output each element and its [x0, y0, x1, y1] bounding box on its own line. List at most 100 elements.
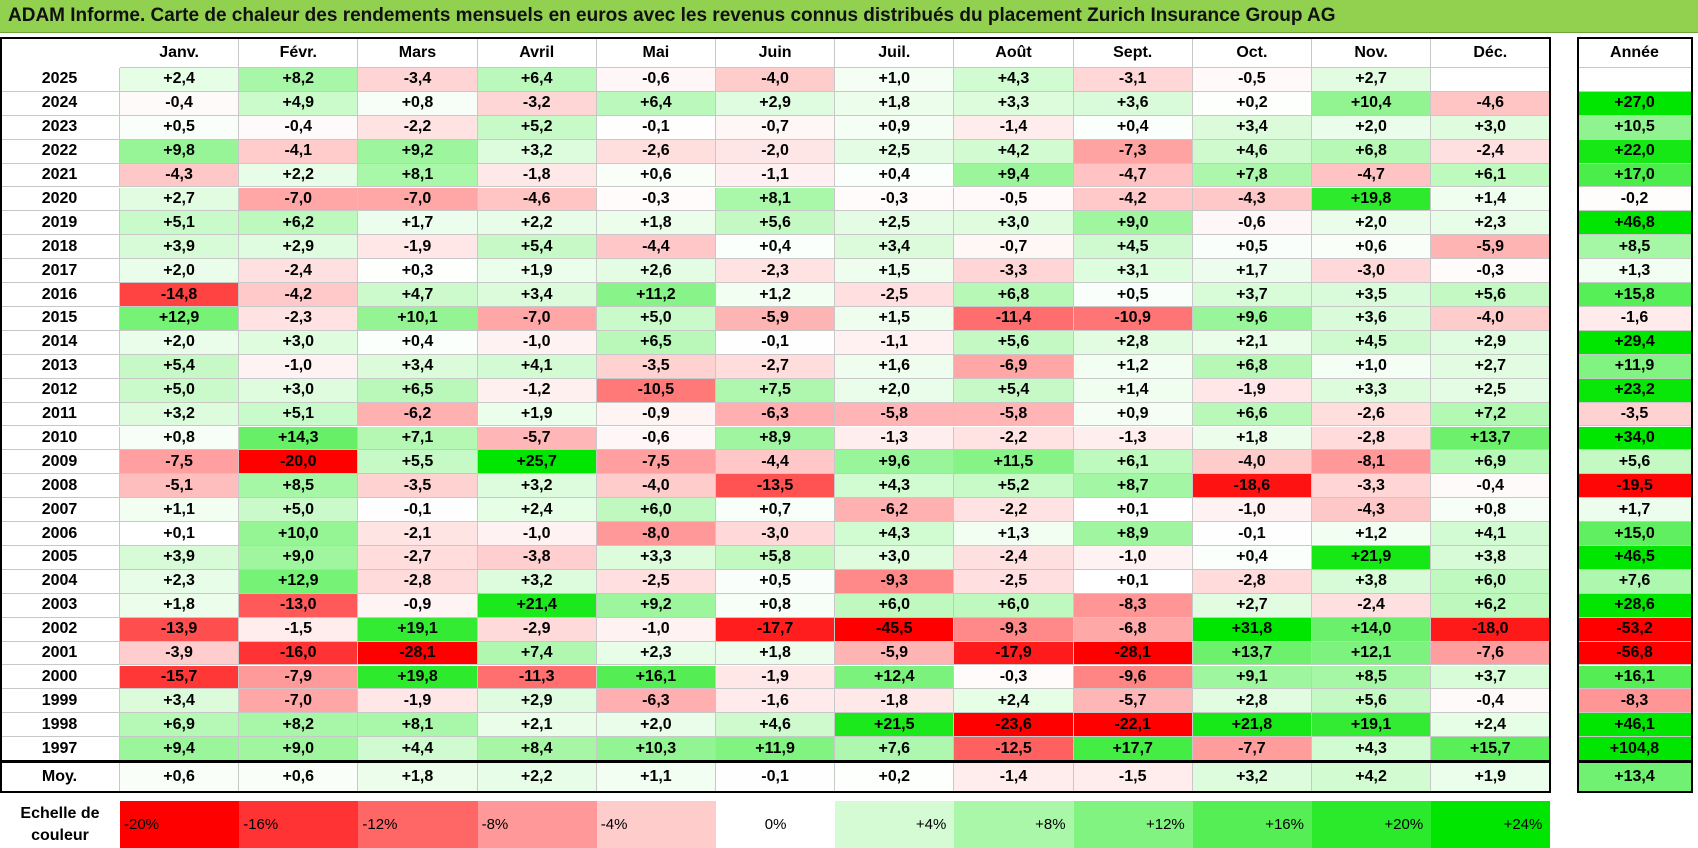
heatmap-cell: +3,5	[1312, 283, 1432, 307]
heatmap-cell: -18,6	[1192, 474, 1312, 499]
annual-cell: +10,5	[1577, 115, 1693, 140]
heatmap-cell: -0,3	[835, 187, 955, 212]
heatmap-cell: -0,3	[596, 187, 716, 212]
heatmap-cell: +9,0	[1073, 211, 1193, 236]
heatmap-cell: -4,7	[1073, 163, 1193, 188]
heatmap-cell: +2,5	[835, 211, 955, 236]
heatmap-cell: +0,2	[1192, 91, 1312, 116]
annual-cell: -0,2	[1577, 187, 1693, 212]
row-year-label: 2013	[0, 354, 120, 379]
heatmap-cell: -7,5	[120, 450, 240, 475]
heatmap-cell: +19,8	[358, 665, 478, 690]
heatmap-cell: -4,0	[716, 68, 836, 92]
heatmap-cell: +1,8	[835, 91, 955, 116]
annual-cell: +5,6	[1577, 450, 1693, 475]
annual-cell	[1577, 68, 1693, 92]
row-year-label: 2020	[0, 187, 120, 212]
heatmap-cell: -1,3	[1073, 426, 1193, 451]
heatmap-cell: +5,8	[716, 546, 836, 570]
heatmap-cell: +3,1	[1073, 259, 1193, 284]
heatmap-cell: -1,0	[239, 354, 359, 379]
heatmap-cell: -4,0	[1192, 450, 1312, 475]
heatmap-cell: +3,0	[239, 378, 359, 403]
heatmap-cell: +2,4	[477, 498, 597, 523]
heatmap-cell: +3,4	[358, 354, 478, 379]
heatmap-cell: -2,5	[835, 283, 955, 307]
annual-cell: -19,5	[1577, 474, 1693, 499]
chart-title: ADAM Informe. Carte de chaleur des rende…	[8, 5, 1336, 26]
heatmap-cell: +6,0	[596, 498, 716, 523]
heatmap-cell: -11,3	[477, 665, 597, 690]
heatmap-cell: +4,4	[358, 737, 478, 762]
heatmap-cell: +7,6	[835, 737, 955, 762]
heatmap-cell: +3,9	[120, 546, 240, 570]
heatmap-cell: -4,2	[239, 283, 359, 307]
heatmap-cell: +1,8	[716, 641, 836, 666]
heatmap-cell: -6,2	[358, 402, 478, 427]
heatmap-cell: -0,7	[716, 115, 836, 140]
heatmap-cell: +2,9	[239, 235, 359, 260]
heatmap-cell: +0,4	[1192, 546, 1312, 570]
heatmap-cell: -0,9	[358, 593, 478, 618]
heatmap-cell: -2,4	[1431, 139, 1551, 164]
average-cell: +3,2	[1192, 762, 1312, 792]
row-year-label: 2018	[0, 235, 120, 260]
heatmap-cell: -4,6	[477, 187, 597, 212]
heatmap-cell: +9,1	[1192, 665, 1312, 690]
heatmap-cell: +2,0	[1312, 115, 1432, 140]
heatmap-cell: +3,0	[835, 546, 955, 570]
heatmap-cell: +0,1	[1073, 569, 1193, 594]
heatmap-cell: +2,5	[835, 139, 955, 164]
heatmap-cell: -1,6	[716, 689, 836, 714]
heatmap-cell: -0,6	[1192, 211, 1312, 236]
heatmap-cell: -7,5	[596, 450, 716, 475]
heatmap-cell: +2,4	[954, 689, 1074, 714]
heatmap-cell: +4,5	[1312, 330, 1432, 355]
heatmap-cell: +6,4	[596, 91, 716, 116]
heatmap-cell: +9,4	[954, 163, 1074, 188]
month-header: Sept.	[1073, 38, 1193, 68]
heatmap-cell: -4,4	[716, 450, 836, 475]
heatmap-cell: -2,8	[1192, 569, 1312, 594]
heatmap-cell: -2,4	[954, 546, 1074, 570]
color-scale-swatch: -20%	[120, 801, 240, 848]
annual-cell: +17,0	[1577, 163, 1693, 188]
heatmap-cell: +0,6	[596, 163, 716, 188]
heatmap-cell: +0,9	[835, 115, 955, 140]
heatmap-cell: -5,1	[120, 474, 240, 499]
heatmap-cell: -14,8	[120, 283, 240, 307]
heatmap-cell: +3,4	[1192, 115, 1312, 140]
annual-cell: +27,0	[1577, 91, 1693, 116]
heatmap-cell: +3,6	[1312, 307, 1432, 331]
heatmap-cell: +6,5	[596, 330, 716, 355]
color-scale-swatch: +8%	[954, 801, 1074, 848]
annual-cell: -1,6	[1577, 307, 1693, 331]
heatmap-cell: +6,2	[239, 211, 359, 236]
heatmap-cell: +7,2	[1431, 402, 1551, 427]
heatmap-cell: -0,1	[358, 498, 478, 523]
heatmap-cell: +17,7	[1073, 737, 1193, 762]
heatmap-cell: +7,5	[716, 378, 836, 403]
heatmap-cell: +2,8	[1073, 330, 1193, 355]
annual-cell: +8,5	[1577, 235, 1693, 260]
heatmap-cell: -4,3	[1312, 498, 1432, 523]
heatmap-cell: -0,1	[1192, 522, 1312, 546]
heatmap-cell: -3,9	[120, 641, 240, 666]
heatmap-cell: +2,6	[596, 259, 716, 284]
heatmap-cell: +2,2	[239, 163, 359, 188]
month-header: Août	[954, 38, 1074, 68]
heatmap-cell: -23,6	[954, 713, 1074, 738]
heatmap-cell: +10,4	[1312, 91, 1432, 116]
annual-cell: +11,9	[1577, 354, 1693, 379]
heatmap-cell: -0,4	[1431, 689, 1551, 714]
heatmap-cell: +0,3	[358, 259, 478, 284]
heatmap-cell: +2,7	[1312, 68, 1432, 92]
heatmap-cell: +2,2	[477, 211, 597, 236]
heatmap-cell: +4,3	[835, 474, 955, 499]
heatmap-cell: -22,1	[1073, 713, 1193, 738]
heatmap-cell: +5,6	[716, 211, 836, 236]
heatmap-cell: -0,9	[596, 402, 716, 427]
heatmap-cell: +5,0	[596, 307, 716, 331]
heatmap-cell: +3,4	[120, 689, 240, 714]
row-year-label: 2004	[0, 569, 120, 594]
